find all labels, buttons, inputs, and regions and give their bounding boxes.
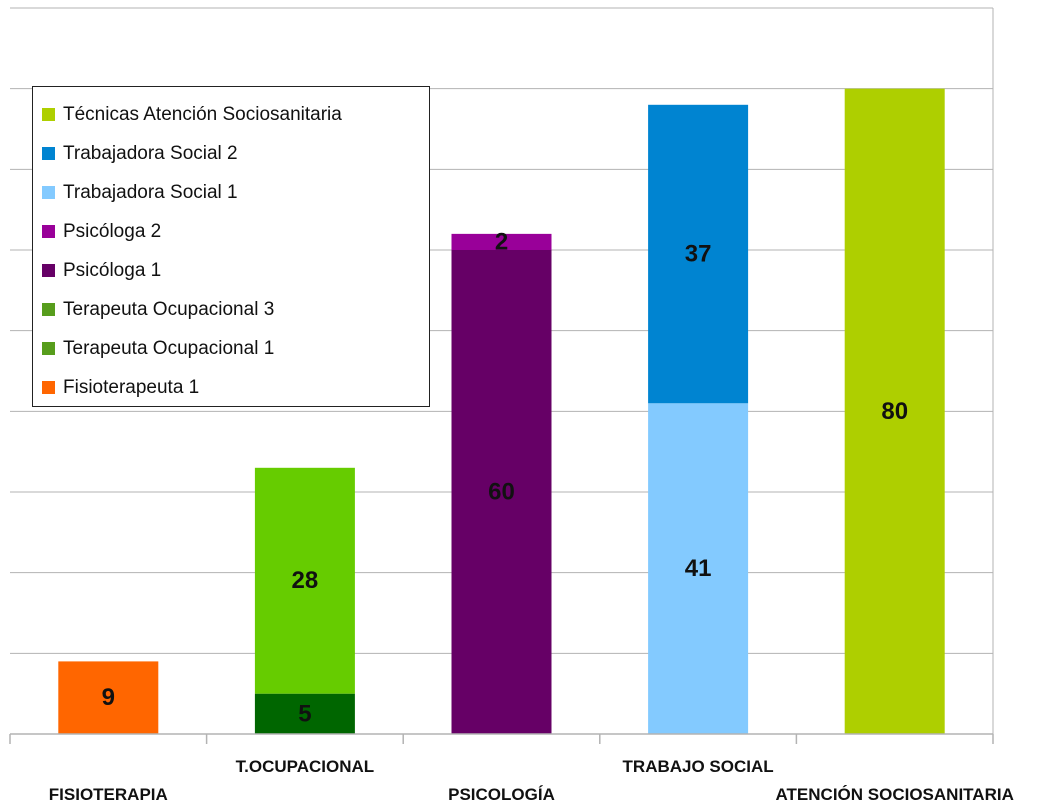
legend-label: Trabajadora Social 2: [63, 142, 238, 164]
legend-item: Terapeuta Ocupacional 1: [42, 329, 429, 368]
data-label: 28: [292, 567, 319, 594]
data-label: 9: [102, 684, 115, 711]
data-label: 60: [488, 479, 515, 506]
data-label: 41: [685, 555, 712, 582]
category-label: PSICOLOGÍA: [448, 785, 555, 804]
legend-swatch: [42, 108, 55, 121]
legend-label: Psicóloga 2: [63, 220, 162, 242]
bar-segment: [451, 250, 552, 734]
legend-item: Trabajadora Social 1: [42, 173, 429, 212]
legend-swatch: [42, 381, 55, 394]
bar-segment: [844, 88, 945, 734]
data-label: 5: [298, 700, 311, 727]
bar-segment: [254, 467, 355, 694]
legend-swatch: [42, 303, 55, 316]
legend-swatch: [42, 147, 55, 160]
category-labels: FISIOTERAPIA T.OCUPACIONAL PSICOLOGÍA TRABA…: [49, 757, 1014, 804]
category-label: ATENCIÓN SOCIOSANITARIA: [776, 785, 1014, 804]
legend-item: Técnicas Atención Sociosanitaria: [42, 95, 429, 134]
data-label: 2: [495, 228, 508, 255]
bars: 9 5 28 60 2 41 37 80: [58, 88, 945, 734]
category-label: T.OCUPACIONAL: [236, 757, 375, 776]
legend-label: Terapeuta Ocupacional 3: [63, 298, 275, 320]
legend-label: Técnicas Atención Sociosanitaria: [63, 103, 342, 125]
bar-segment: [254, 693, 355, 734]
legend-swatch: [42, 342, 55, 355]
legend-label: Trabajadora Social 1: [63, 181, 238, 203]
legend-item: Psicóloga 1: [42, 251, 429, 290]
category-label: TRABAJO SOCIAL: [623, 757, 774, 776]
bar-segment: [58, 661, 159, 734]
legend-label: Fisioterapeuta 1: [63, 376, 200, 398]
bar-segment: [648, 104, 749, 404]
legend-item: Fisioterapeuta 1: [42, 368, 429, 407]
legend-swatch: [42, 264, 55, 277]
legend-item: Terapeuta Ocupacional 3: [42, 290, 429, 329]
legend-swatch: [42, 225, 55, 238]
x-axis: [9, 733, 994, 744]
legend-label: Terapeuta Ocupacional 1: [63, 337, 275, 359]
category-label: FISIOTERAPIA: [49, 785, 168, 804]
data-label: 80: [881, 398, 908, 425]
data-label: 37: [685, 241, 712, 268]
legend-swatch: [42, 186, 55, 199]
legend-item: Trabajadora Social 2: [42, 134, 429, 173]
bar-segment: [451, 233, 552, 250]
legend: Técnicas Atención Sociosanitaria Trabajad…: [32, 86, 430, 407]
bar-segment: [648, 403, 749, 734]
legend-item: Psicóloga 2: [42, 212, 429, 251]
legend-label: Psicóloga 1: [63, 259, 162, 281]
